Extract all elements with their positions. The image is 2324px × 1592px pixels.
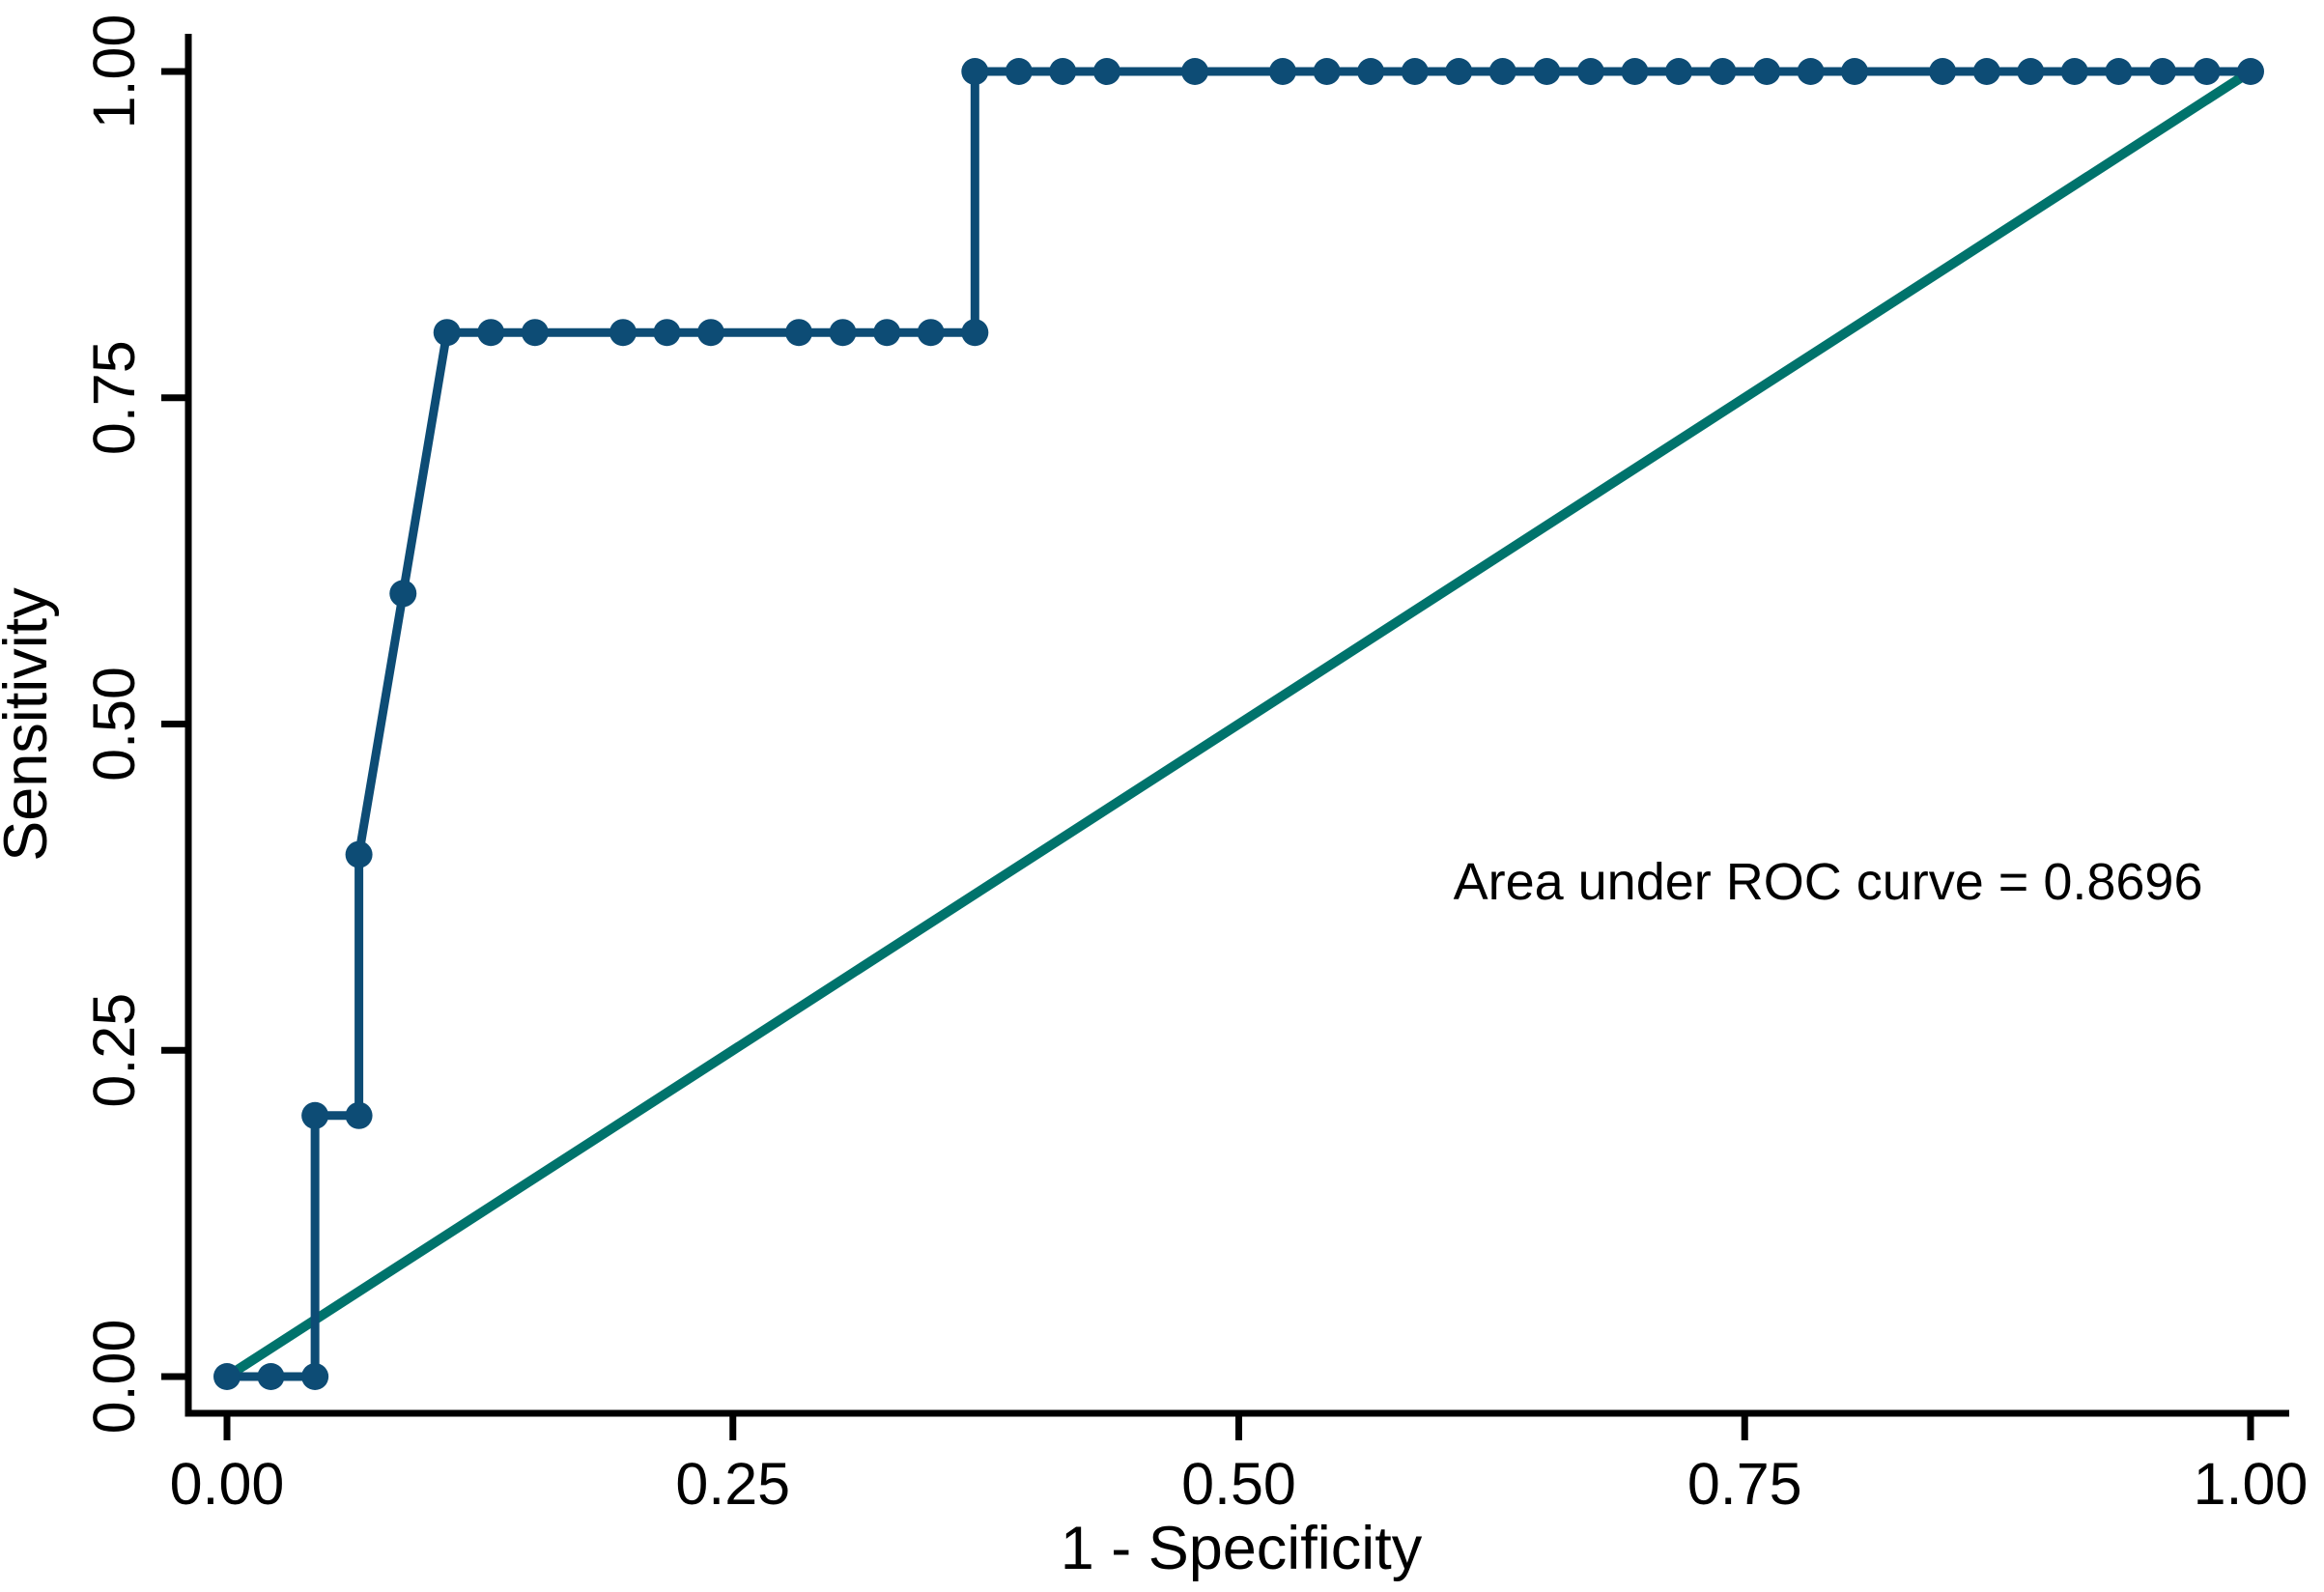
data-point-marker bbox=[477, 319, 505, 347]
y-tick-label: 1.00 bbox=[81, 14, 147, 129]
data-point-marker bbox=[1576, 58, 1604, 85]
y-axis-label: Sensitivity bbox=[0, 587, 60, 862]
data-point-marker bbox=[2148, 58, 2176, 85]
data-point-marker bbox=[1841, 58, 1869, 85]
axes-layer: 0.00 0.25 0.50 0.75 1.00 0.00 0.25 0.50 0.75 1.00 bbox=[81, 14, 2308, 1517]
data-point-marker bbox=[1488, 58, 1516, 85]
data-point-marker bbox=[961, 319, 989, 347]
data-point-marker bbox=[829, 319, 857, 347]
data-point-marker bbox=[2105, 58, 2133, 85]
auc-annotation-text: Area under ROC curve = 0.8696 bbox=[1454, 853, 2203, 911]
x-tick-label: 0.75 bbox=[1687, 1451, 1802, 1517]
data-point-marker bbox=[1929, 58, 1957, 85]
data-point-marker bbox=[345, 840, 373, 868]
data-point-marker bbox=[2193, 58, 2221, 85]
data-point-marker bbox=[2237, 58, 2264, 85]
y-tick-label: 0.25 bbox=[81, 993, 147, 1108]
data-point-marker-layer bbox=[213, 58, 2264, 1390]
x-tick-label: 1.00 bbox=[2194, 1451, 2309, 1517]
x-axis-label: 1 - Specificity bbox=[1061, 1515, 1423, 1582]
data-point-marker bbox=[213, 1363, 241, 1390]
data-point-marker bbox=[1709, 58, 1737, 85]
data-point-marker bbox=[2017, 58, 2045, 85]
y-tick-label: 0.50 bbox=[81, 667, 147, 782]
data-point-marker bbox=[1621, 58, 1649, 85]
data-point-marker bbox=[1268, 58, 1296, 85]
data-point-marker bbox=[301, 1101, 329, 1129]
reference-line bbox=[224, 67, 2253, 1381]
data-point-marker bbox=[653, 319, 681, 347]
data-point-marker bbox=[345, 1101, 373, 1129]
data-point-marker bbox=[1357, 58, 1385, 85]
data-point-marker bbox=[1445, 58, 1473, 85]
data-point-marker bbox=[301, 1363, 329, 1390]
data-point-marker bbox=[917, 319, 945, 347]
data-point-marker bbox=[1664, 58, 1692, 85]
data-point-marker bbox=[1401, 58, 1429, 85]
y-tick-label: 0.75 bbox=[81, 340, 147, 455]
data-point-marker bbox=[1753, 58, 1781, 85]
data-point-marker bbox=[1797, 58, 1825, 85]
x-tick-label: 0.00 bbox=[170, 1451, 285, 1517]
data-point-marker bbox=[1181, 58, 1209, 85]
data-point-marker bbox=[1972, 58, 2000, 85]
data-point-marker bbox=[1533, 58, 1561, 85]
data-point-marker bbox=[2060, 58, 2088, 85]
x-tick-label: 0.50 bbox=[1181, 1451, 1296, 1517]
y-tick-label: 0.00 bbox=[81, 1320, 147, 1435]
x-tick-label: 0.25 bbox=[675, 1451, 790, 1517]
data-point-marker bbox=[696, 319, 724, 347]
data-point-marker bbox=[521, 319, 549, 347]
data-point-marker bbox=[257, 1363, 285, 1390]
data-point-marker bbox=[1049, 58, 1077, 85]
data-point-marker bbox=[1005, 58, 1033, 85]
data-point-marker bbox=[873, 319, 901, 347]
data-point-marker bbox=[433, 319, 461, 347]
data-point-marker bbox=[1313, 58, 1341, 85]
data-point-marker bbox=[1092, 58, 1120, 85]
data-point-marker bbox=[785, 319, 813, 347]
reference-line-layer bbox=[224, 67, 2253, 1381]
data-point-marker bbox=[609, 319, 637, 347]
data-point-marker bbox=[389, 580, 417, 608]
data-point-marker bbox=[961, 58, 989, 85]
